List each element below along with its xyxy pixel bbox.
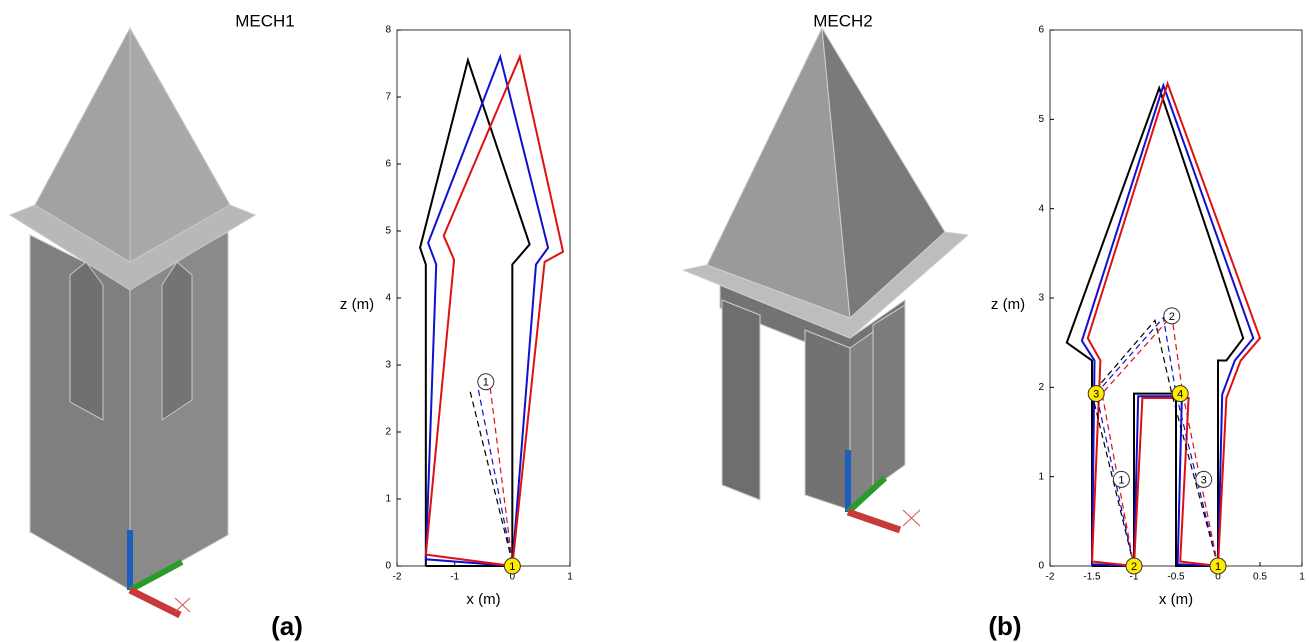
y-tick-label: 6 bbox=[1038, 25, 1044, 36]
y-tick-label: 5 bbox=[385, 226, 391, 237]
panel-label: (a) bbox=[271, 611, 303, 641]
outline bbox=[420, 60, 530, 566]
y-tick-label: 0 bbox=[385, 561, 391, 572]
y-tick-label: 4 bbox=[1038, 203, 1044, 214]
node-label: 1 bbox=[509, 561, 515, 573]
y-tick-label: 3 bbox=[1038, 293, 1044, 304]
dashed-line bbox=[470, 392, 512, 563]
y-tick-label: 6 bbox=[385, 159, 391, 170]
x-tick-label: -1.5 bbox=[1083, 572, 1101, 583]
axis-mark bbox=[175, 598, 190, 612]
outline bbox=[1082, 85, 1253, 566]
dashed-line bbox=[1102, 316, 1218, 566]
node-label: 2 bbox=[1131, 561, 1137, 573]
node-label: 1 bbox=[1215, 561, 1221, 573]
node-label: 1 bbox=[1118, 474, 1124, 486]
node-label: 3 bbox=[1093, 388, 1099, 400]
y-tick-label: 7 bbox=[385, 92, 391, 103]
node-label: 1 bbox=[483, 377, 489, 389]
pier bbox=[805, 330, 850, 510]
figure: -2 -1 0 1 0 1 2 3 4 5 6 7 8 1 1 x (m) z (m) MECH1 (a) -2 -1.… bbox=[0, 0, 1309, 642]
dashed-line bbox=[1096, 318, 1218, 566]
x-axis-label: x (m) bbox=[466, 591, 500, 608]
x-tick-label: -2 bbox=[1046, 572, 1055, 583]
axis-mark bbox=[903, 510, 920, 526]
y-tick-label: 4 bbox=[385, 293, 391, 304]
node-label: 4 bbox=[1177, 388, 1183, 400]
y-tick-label: 1 bbox=[1038, 471, 1044, 482]
y-axis-label: z (m) bbox=[340, 296, 374, 313]
outline bbox=[1088, 84, 1260, 566]
panel-label: (b) bbox=[988, 611, 1021, 641]
y-tick-label: 2 bbox=[385, 427, 391, 438]
x-tick-label: -1 bbox=[450, 572, 459, 583]
node-label: 3 bbox=[1201, 474, 1207, 486]
y-tick-label: 0 bbox=[1038, 561, 1044, 572]
tower-render-2 bbox=[683, 28, 968, 530]
y-tick-label: 1 bbox=[385, 494, 391, 505]
x-tick-label: 1 bbox=[1299, 572, 1305, 583]
dashed-line bbox=[490, 385, 512, 563]
x-axis-label: x (m) bbox=[1159, 591, 1193, 608]
pier bbox=[850, 332, 873, 510]
dashed-line bbox=[1092, 320, 1218, 566]
axis-x bbox=[130, 590, 180, 615]
model-title: MECH1 bbox=[235, 11, 295, 30]
node-label: 2 bbox=[1169, 311, 1175, 323]
plot-frame bbox=[397, 30, 570, 566]
model-title: MECH2 bbox=[813, 11, 873, 30]
window bbox=[162, 262, 192, 420]
x-tick-label: -0.5 bbox=[1167, 572, 1185, 583]
y-tick-label: 8 bbox=[385, 25, 391, 36]
pier bbox=[873, 305, 905, 488]
x-tick-label: 1 bbox=[567, 572, 573, 583]
window bbox=[70, 262, 103, 420]
page: -2 -1 0 1 0 1 2 3 4 5 6 7 8 1 1 x (m) z (m) MECH1 (a) -2 -1.… bbox=[0, 0, 1309, 642]
axis-x bbox=[848, 512, 900, 530]
y-axis-label: z (m) bbox=[991, 296, 1025, 313]
tower-render-1 bbox=[10, 28, 255, 615]
y-tick-label: 3 bbox=[385, 360, 391, 371]
y-tick-label: 5 bbox=[1038, 114, 1044, 125]
x-tick-label: -2 bbox=[393, 572, 402, 583]
y-tick-label: 2 bbox=[1038, 382, 1044, 393]
pier bbox=[722, 300, 760, 500]
x-tick-label: 0.5 bbox=[1253, 572, 1267, 583]
dashed-line bbox=[478, 386, 513, 562]
